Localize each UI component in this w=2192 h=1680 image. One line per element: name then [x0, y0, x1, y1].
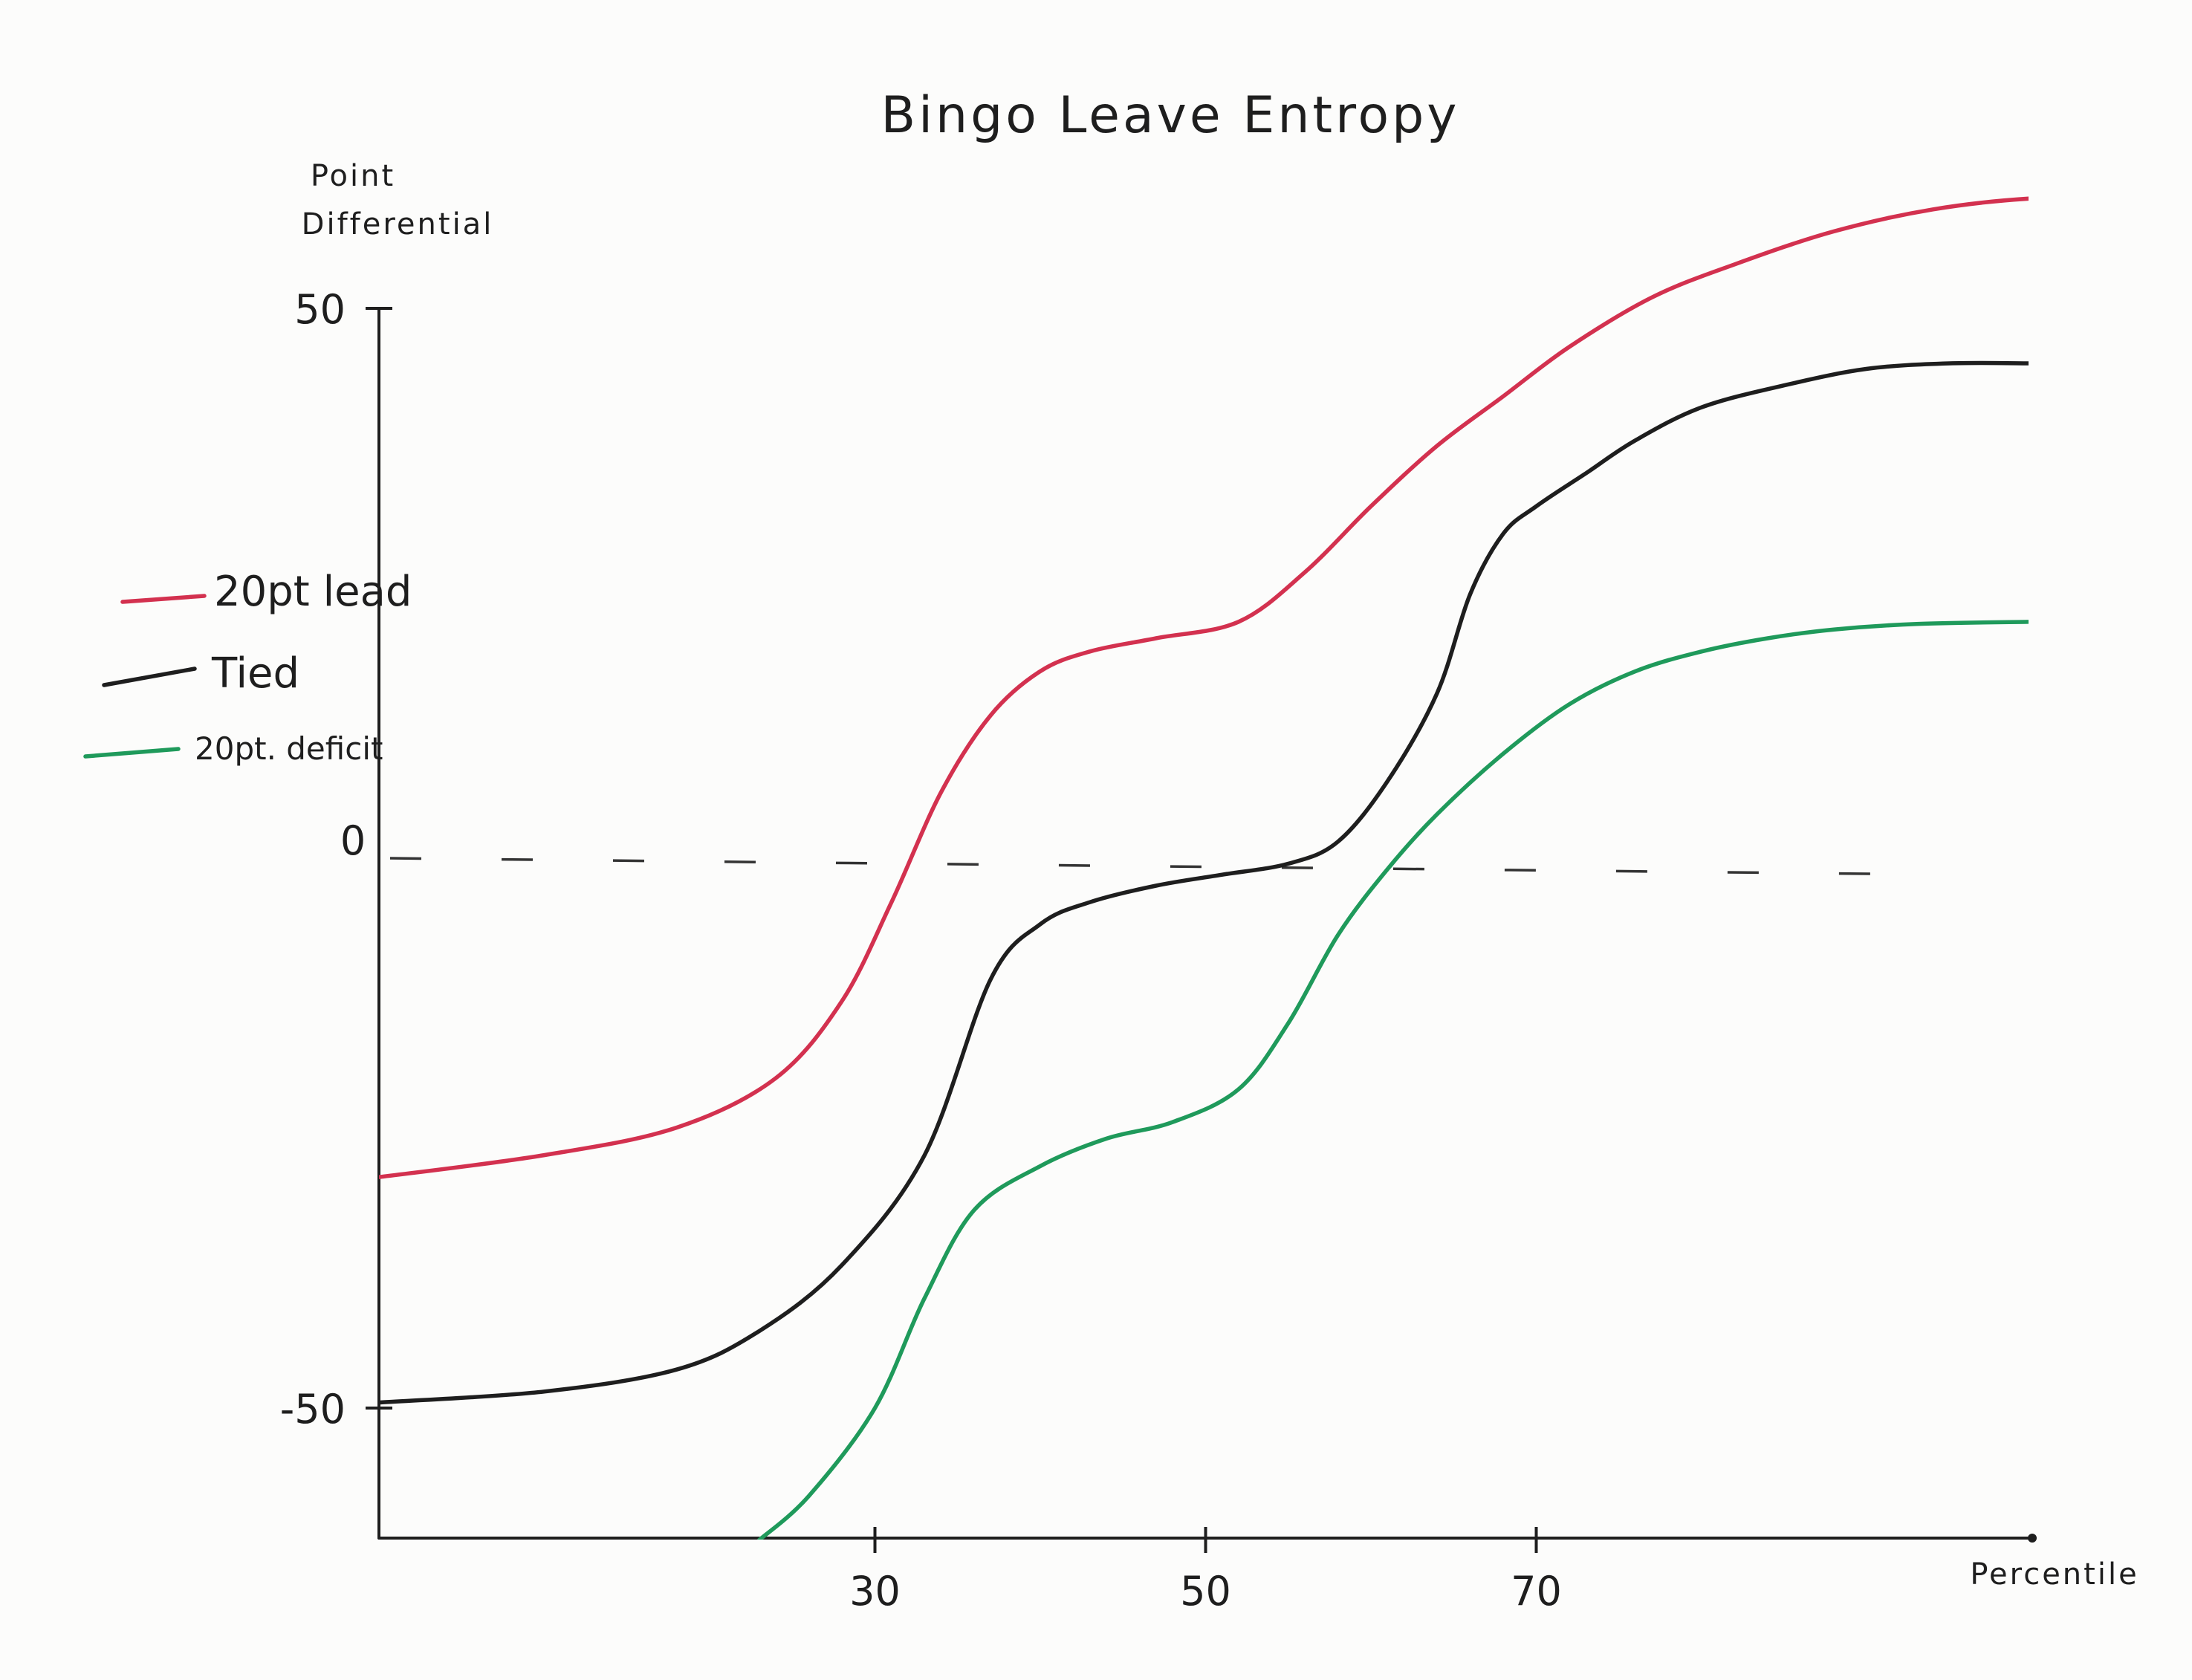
legend-swatch-tied — [102, 667, 197, 687]
series-line-lead-20pt — [379, 196, 2029, 1179]
zero-reference-line — [389, 857, 1940, 876]
y-tick-label--50: -50 — [280, 1386, 346, 1433]
y-axis-label-line-1: Point — [311, 159, 395, 193]
legend-swatch-deficit-20pt — [83, 747, 181, 759]
x-axis-end-marker — [2028, 1534, 2037, 1543]
legend-swatch-lead-20pt — [120, 594, 207, 604]
y-tick-label-50: 50 — [294, 286, 346, 333]
x-tick-label-50: 50 — [1180, 1568, 1231, 1615]
series-line-deficit-20pt — [757, 620, 2029, 1540]
x-axis-label: Percentile — [1970, 1557, 2139, 1592]
legend-label-lead-20pt: 20pt lead — [214, 568, 412, 616]
x-tick-label-70: 70 — [1511, 1568, 1562, 1615]
series-lines — [379, 196, 2029, 1540]
y-axis-label-line-2: Differential — [302, 207, 494, 241]
legend: 20pt lead Tied 20pt. deficit — [83, 568, 412, 767]
axes: 30 50 70 50 -50 — [280, 286, 2037, 1615]
legend-label-deficit-20pt: 20pt. deficit — [195, 730, 383, 767]
x-tick-label-30: 30 — [849, 1568, 901, 1615]
reference-line-label: 0 — [340, 817, 366, 864]
series-line-tied — [379, 360, 2029, 1405]
legend-label-tied: Tied — [211, 649, 299, 698]
chart-title: Bingo Leave Entropy — [881, 86, 1459, 145]
